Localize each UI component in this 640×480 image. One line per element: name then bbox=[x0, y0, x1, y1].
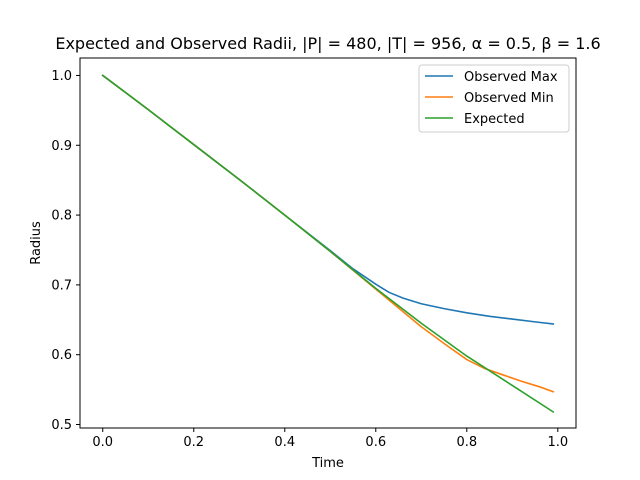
x-axis-label: Time bbox=[311, 456, 344, 471]
legend-label-expected: Expected bbox=[464, 112, 525, 127]
x-tick-label: 0.2 bbox=[183, 435, 204, 450]
legend-label-observed-max: Observed Max bbox=[464, 70, 558, 85]
legend-box bbox=[418, 64, 570, 133]
x-tick-label: 0.4 bbox=[274, 435, 295, 450]
y-tick-label: 0.6 bbox=[51, 348, 72, 363]
x-tick-label: 1.0 bbox=[547, 435, 568, 450]
y-tick-label: 1.0 bbox=[51, 69, 72, 84]
y-tick-label: 0.7 bbox=[51, 278, 72, 293]
series-line-expected bbox=[101, 74, 555, 414]
x-tick-label: 0.8 bbox=[456, 435, 477, 450]
x-tick-label: 0.6 bbox=[365, 435, 386, 450]
y-tick-label: 0.5 bbox=[51, 418, 72, 433]
plot-frame bbox=[79, 57, 577, 429]
x-tick-label: 0.0 bbox=[92, 435, 113, 450]
y-tick-label: 0.8 bbox=[51, 209, 72, 224]
legend-label-observed-min: Observed Min bbox=[464, 91, 554, 106]
legend: Observed Max Observed Min Expected bbox=[418, 64, 570, 133]
plot-lines bbox=[101, 74, 555, 414]
y-axis-label: Radius bbox=[29, 221, 44, 265]
y-tick-label: 0.9 bbox=[51, 139, 72, 154]
chart-title: Expected and Observed Radii, |P| = 480, … bbox=[55, 34, 600, 53]
y-axis: 0.5 0.6 0.7 0.8 0.9 1.0 bbox=[51, 69, 80, 433]
x-axis: 0.0 0.2 0.4 0.6 0.8 1.0 bbox=[92, 428, 568, 450]
